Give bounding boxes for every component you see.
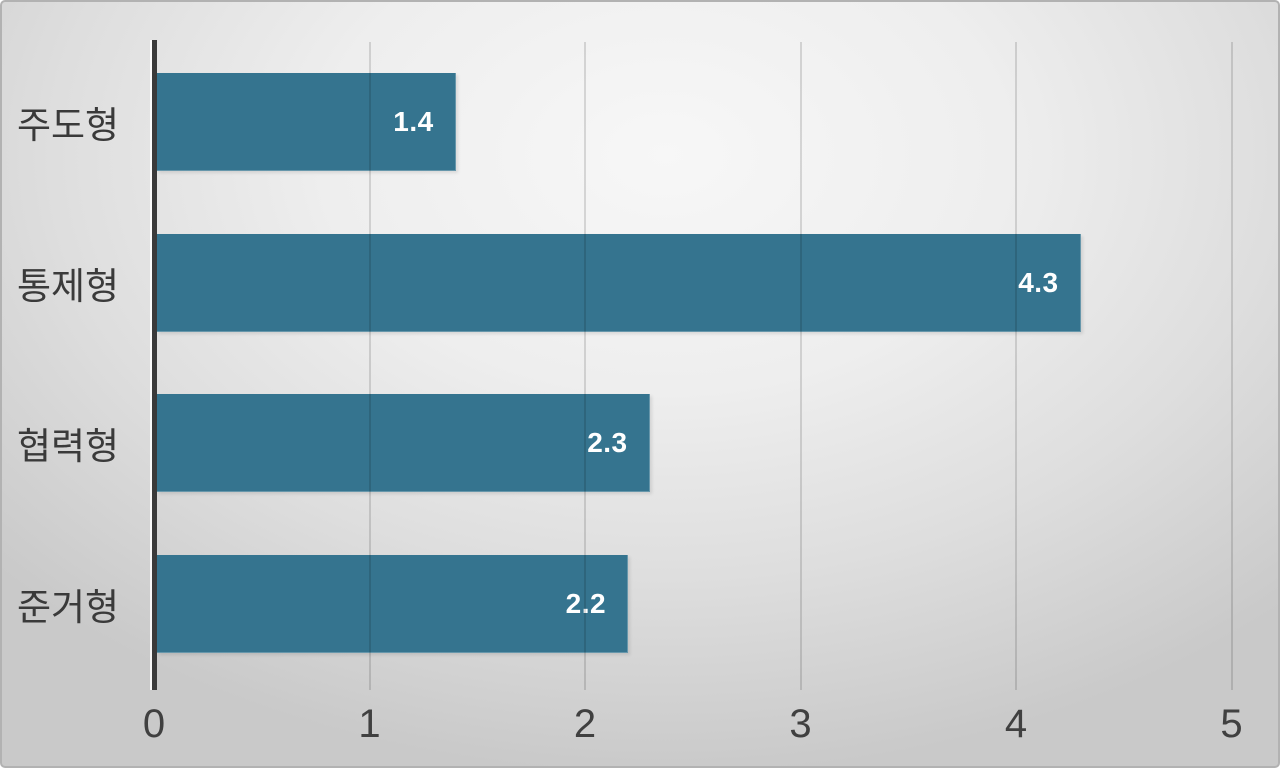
bar-통제형: 4.3 bbox=[156, 233, 1081, 332]
gridline-x-3 bbox=[799, 42, 802, 690]
x-tick-label-2: 2 bbox=[573, 702, 597, 746]
bar-주도형: 1.4 bbox=[156, 73, 456, 172]
category-label-협력형: 협력형 bbox=[16, 426, 120, 468]
x-tick-label-1: 1 bbox=[358, 702, 381, 746]
bar-value-label: 1.4 bbox=[393, 106, 434, 138]
category-label-통제형: 통제형 bbox=[16, 265, 120, 307]
gridline-x-5 bbox=[1230, 42, 1233, 690]
bar-협력형: 2.3 bbox=[156, 394, 650, 493]
bar-value-label: 2.3 bbox=[587, 427, 628, 459]
category-label-준거형: 준거형 bbox=[16, 586, 120, 628]
x-tick-label-3: 3 bbox=[789, 702, 812, 746]
bar-준거형: 2.2 bbox=[156, 554, 629, 653]
gridline-x-4 bbox=[1015, 42, 1017, 690]
category-label-주도형: 주도형 bbox=[16, 105, 120, 147]
y-axis-line bbox=[152, 40, 157, 690]
gridline-x-1 bbox=[368, 42, 371, 690]
x-tick-label-0: 0 bbox=[142, 702, 166, 746]
bar-value-label: 4.3 bbox=[1018, 266, 1059, 298]
gridline-x-2 bbox=[584, 42, 586, 690]
x-tick-label-5: 5 bbox=[1220, 702, 1243, 746]
x-tick-label-4: 4 bbox=[1004, 702, 1028, 746]
bar-value-label: 2.2 bbox=[565, 587, 607, 619]
